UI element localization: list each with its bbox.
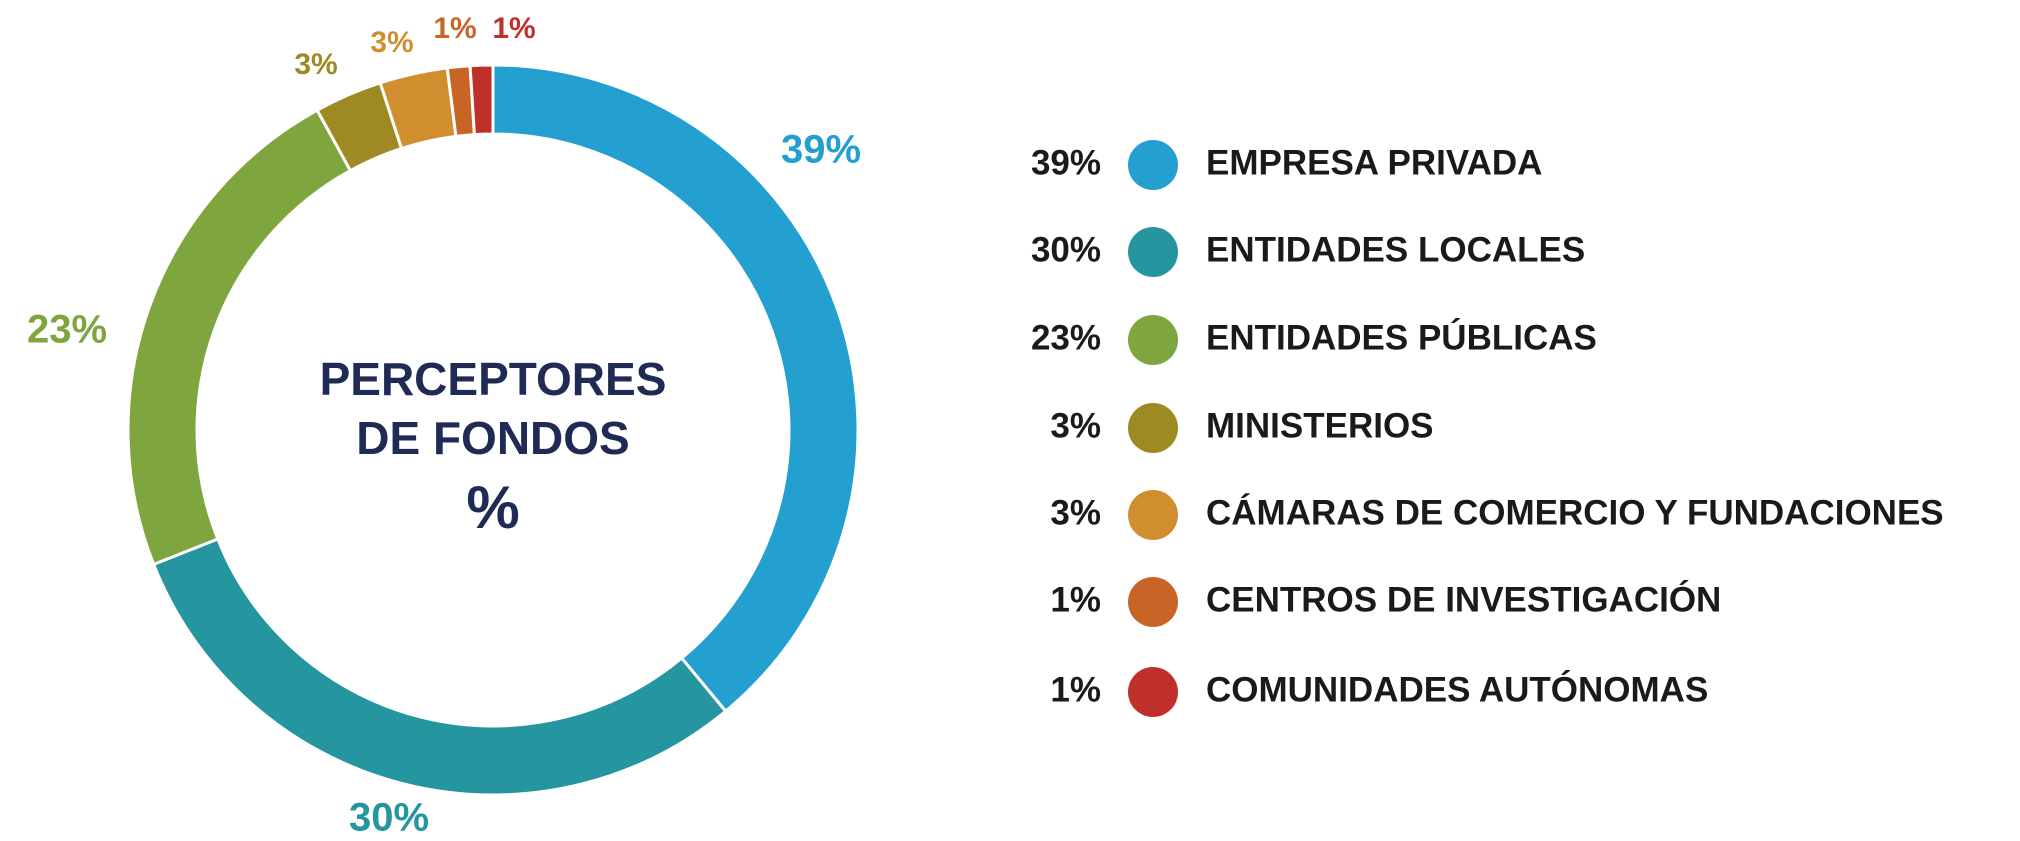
legend-value: 1% xyxy=(1050,580,1101,619)
value-label: 23% xyxy=(27,308,107,352)
center-unit: % xyxy=(466,474,519,541)
donut-segment xyxy=(468,63,495,137)
legend-label: CÁMARAS DE COMERCIO Y FUNDACIONES xyxy=(1206,492,1944,532)
legend-label: ENTIDADES PÚBLICAS xyxy=(1206,317,1597,357)
legend-value: 23% xyxy=(1031,318,1101,357)
center-title: PERCEPTORES DE FONDOS % xyxy=(320,353,667,541)
legend-label: CENTROS DE INVESTIGACIÓN xyxy=(1206,579,1721,619)
donut-segment xyxy=(151,537,728,797)
legend-value: 39% xyxy=(1031,143,1101,182)
legend-label: MINISTERIOS xyxy=(1206,406,1434,445)
value-label: 3% xyxy=(294,48,337,81)
legend-swatch xyxy=(1128,315,1178,365)
center-title-line: PERCEPTORES xyxy=(320,353,667,405)
legend-label: COMUNIDADES AUTÓNOMAS xyxy=(1206,669,1708,709)
legend-label: ENTIDADES LOCALES xyxy=(1206,230,1585,269)
value-label: 3% xyxy=(370,26,413,59)
legend-swatch xyxy=(1128,577,1178,627)
value-label: 1% xyxy=(433,12,476,45)
legend-swatch xyxy=(1128,140,1178,190)
legend-label: EMPRESA PRIVADA xyxy=(1206,143,1542,182)
legend-swatch xyxy=(1128,403,1178,453)
value-label: 39% xyxy=(781,128,861,172)
value-label: 30% xyxy=(349,796,429,840)
legend-value: 30% xyxy=(1031,230,1101,269)
legend-value: 3% xyxy=(1050,406,1101,445)
legend-swatch xyxy=(1128,667,1178,717)
value-label: 1% xyxy=(492,12,535,45)
legend-swatch xyxy=(1128,490,1178,540)
legend-value: 1% xyxy=(1050,670,1101,709)
donut-segment xyxy=(491,63,860,714)
legend-swatch xyxy=(1128,227,1178,277)
legend-value: 3% xyxy=(1050,493,1101,532)
center-title-line: DE FONDOS xyxy=(356,412,629,464)
donut-segment xyxy=(126,108,353,567)
